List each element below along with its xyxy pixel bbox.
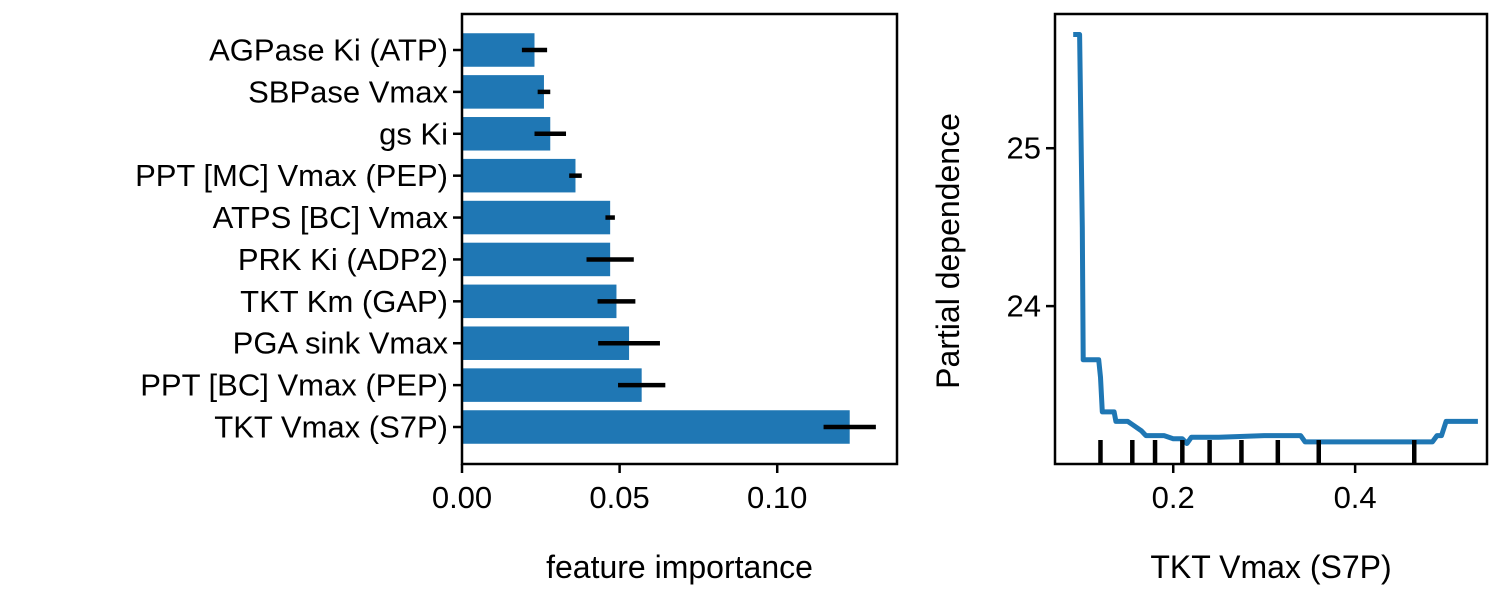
partial-dependence-x-ticks: 0.2 0.4 (1152, 464, 1377, 515)
feature-importance-bar (462, 158, 576, 193)
partial-dependence-rug (1098, 440, 1417, 464)
partial-dependence-y-tick-label: 25 (1007, 131, 1041, 166)
partial-dependence-x-axis-label: TKT Vmax (S7P) (1150, 549, 1391, 585)
feature-importance-bar (462, 242, 611, 277)
feature-importance-y-tick-label: AGPase Ki (ATP) (209, 33, 448, 68)
partial-dependence-x-tick-label: 0.4 (1334, 480, 1377, 515)
partial-dependence-chart: 24 25 0.2 0.4 TKT Vmax (S7P) Partial depen… (930, 12, 1489, 585)
feature-importance-error-bars (521, 47, 876, 430)
feature-importance-x-tick-label: 0.00 (432, 480, 492, 515)
feature-importance-y-tick-label: SBPase Vmax (248, 74, 448, 109)
feature-importance-x-tick-label: 0.05 (589, 480, 649, 515)
partial-dependence-axes-frame (1053, 12, 1489, 466)
partial-dependence-line (1073, 32, 1478, 446)
feature-importance-y-tick-label: gs Ki (379, 116, 448, 151)
feature-importance-y-tick-label: PPT [BC] Vmax (PEP) (140, 368, 448, 403)
partial-dependence-y-axis-label: Partial dependence (930, 113, 966, 389)
feature-importance-y-tick-label: TKT Km (GAP) (240, 284, 448, 319)
feature-importance-y-ticks: AGPase Ki (ATP) SBPase Vmax gs Ki PPT [MC] … (135, 33, 462, 445)
feature-importance-x-ticks: 0.00 0.05 0.10 (432, 464, 807, 515)
feature-importance-y-tick-label: PGA sink Vmax (233, 326, 449, 361)
feature-importance-bar (462, 75, 544, 109)
feature-importance-x-axis-label: feature importance (546, 549, 813, 585)
feature-importance-y-tick-label: PPT [MC] Vmax (PEP) (135, 158, 448, 193)
feature-importance-y-tick-label: ATPS [BC] Vmax (213, 200, 449, 235)
partial-dependence-y-tick-label: 24 (1007, 289, 1041, 324)
feature-importance-bar (462, 284, 617, 319)
feature-importance-axes-frame (460, 12, 899, 466)
partial-dependence-y-ticks: 24 25 (1007, 131, 1055, 324)
feature-importance-x-tick-label: 0.10 (747, 480, 807, 515)
feature-importance-y-tick-label: TKT Vmax (S7P) (214, 410, 448, 445)
feature-importance-y-tick-label: PRK Ki (ADP2) (238, 242, 448, 277)
feature-importance-bar (462, 200, 611, 235)
feature-importance-bars (462, 33, 850, 444)
feature-importance-chart: AGPase Ki (ATP) SBPase Vmax gs Ki PPT [MC] … (135, 12, 899, 585)
partial-dependence-x-tick-label: 0.2 (1152, 480, 1195, 515)
feature-importance-bar (462, 410, 850, 444)
feature-importance-bar (462, 368, 642, 402)
